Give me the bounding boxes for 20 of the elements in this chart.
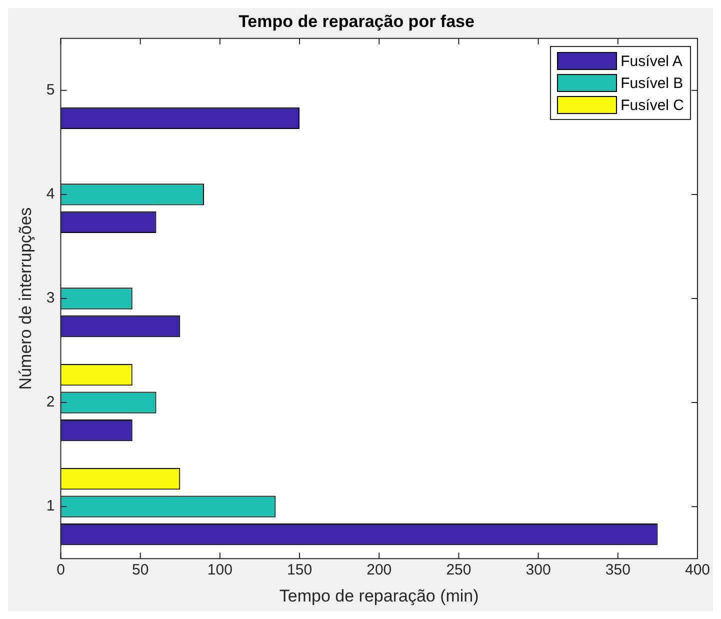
x-tick-label: 100 — [207, 562, 232, 579]
x-tick-label: 400 — [684, 562, 710, 579]
legend-label: Fusível B — [620, 74, 684, 92]
y-tick-label: 2 — [46, 394, 55, 411]
x-tick-label: 350 — [605, 562, 630, 579]
legend-label: Fusível C — [620, 96, 684, 114]
y-tick-label: 4 — [46, 186, 55, 203]
x-tick-label: 250 — [446, 562, 472, 579]
chart-title: Tempo de reparação por fase — [238, 12, 474, 31]
y-tick-label: 1 — [46, 498, 55, 515]
x-tick-label: 200 — [366, 562, 392, 579]
x-tick-label: 300 — [526, 562, 551, 579]
x-tick-label: 50 — [132, 562, 149, 579]
x-tick-label: 0 — [56, 562, 65, 579]
x-tick-label: 150 — [287, 562, 312, 579]
y-axis-title: Número de interrupções — [16, 207, 35, 390]
y-tick-label: 5 — [46, 82, 55, 99]
x-axis-title: Tempo de reparação (min) — [279, 586, 479, 606]
y-tick-label: 3 — [46, 290, 55, 307]
legend-label: Fusível A — [620, 52, 682, 70]
